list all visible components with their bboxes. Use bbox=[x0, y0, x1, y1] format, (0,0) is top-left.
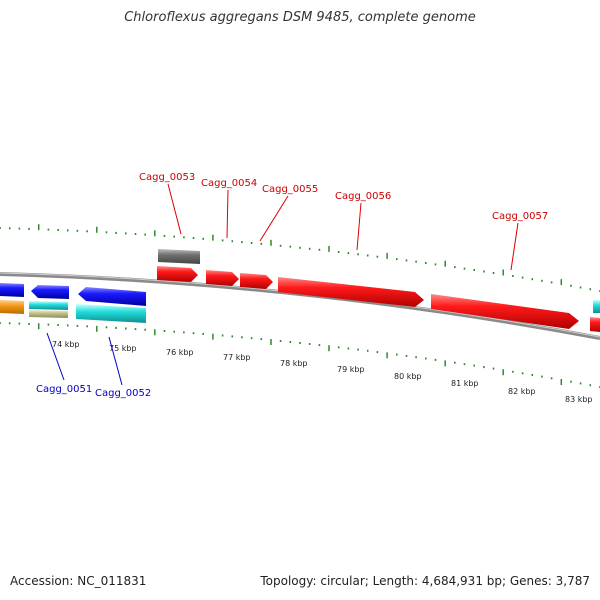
kbp-label-76: 76 kbp bbox=[166, 348, 194, 357]
map-title: Chloroflexus aggregans DSM 9485, complet… bbox=[124, 10, 476, 25]
gene-gray[interactable] bbox=[158, 249, 200, 264]
leader-cagg-0056 bbox=[356, 202, 362, 251]
leader-cagg-0057 bbox=[510, 222, 519, 271]
gene-cagg-0055[interactable] bbox=[240, 273, 273, 289]
gene-reverse-blue-1[interactable] bbox=[0, 283, 24, 297]
leader-cagg-0054 bbox=[226, 189, 229, 239]
gene-label-cagg-0052: Cagg_0052 bbox=[95, 388, 151, 399]
gene-edge-cyan[interactable] bbox=[593, 300, 600, 313]
leader-cagg-0051 bbox=[46, 332, 65, 381]
accession-label: Accession: NC_011831 bbox=[10, 574, 147, 588]
kbp-label-82: 82 kbp bbox=[508, 387, 536, 396]
kbp-label-81: 81 kbp bbox=[451, 379, 479, 388]
gene-cyan-1[interactable] bbox=[29, 301, 68, 310]
gene-cagg-0054[interactable] bbox=[206, 270, 239, 286]
gene-reverse-blue-2[interactable] bbox=[31, 285, 69, 299]
gene-cagg-0056[interactable] bbox=[278, 277, 424, 307]
gene-label-cagg-0054: Cagg_0054 bbox=[201, 178, 257, 189]
gene-label-cagg-0053: Cagg_0053 bbox=[139, 172, 195, 183]
gene-khaki[interactable] bbox=[29, 310, 68, 318]
kbp-label-75: 75 kbp bbox=[109, 344, 137, 353]
kbp-label-74: 74 kbp bbox=[52, 340, 80, 349]
kbp-label-78: 78 kbp bbox=[280, 359, 308, 368]
gene-label-cagg-0055: Cagg_0055 bbox=[262, 184, 318, 195]
gene-cyan-2[interactable] bbox=[76, 304, 146, 323]
inner-tick-marks bbox=[0, 322, 600, 388]
gene-orange[interactable] bbox=[0, 300, 24, 314]
gene-cagg-0053[interactable] bbox=[157, 266, 198, 282]
gene-label-cagg-0057: Cagg_0057 bbox=[492, 211, 548, 222]
topology-label: Topology: circular; Length: 4,684,931 bp… bbox=[260, 574, 590, 588]
gene-cagg-0057[interactable] bbox=[431, 294, 579, 329]
kbp-label-83: 83 kbp bbox=[565, 395, 593, 404]
kbp-label-79: 79 kbp bbox=[337, 365, 365, 374]
gene-label-cagg-0051: Cagg_0051 bbox=[36, 384, 92, 395]
outer-tick-marks bbox=[0, 224, 600, 292]
gene-edge-red[interactable] bbox=[590, 317, 600, 332]
leader-cagg-0053 bbox=[167, 183, 182, 235]
kbp-label-77: 77 kbp bbox=[223, 353, 251, 362]
gene-reverse-blue-3[interactable] bbox=[78, 287, 146, 306]
leader-cagg-0055 bbox=[259, 195, 289, 242]
leader-cagg-0052 bbox=[108, 336, 123, 386]
gene-label-cagg-0056: Cagg_0056 bbox=[335, 191, 391, 202]
kbp-label-80: 80 kbp bbox=[394, 372, 422, 381]
